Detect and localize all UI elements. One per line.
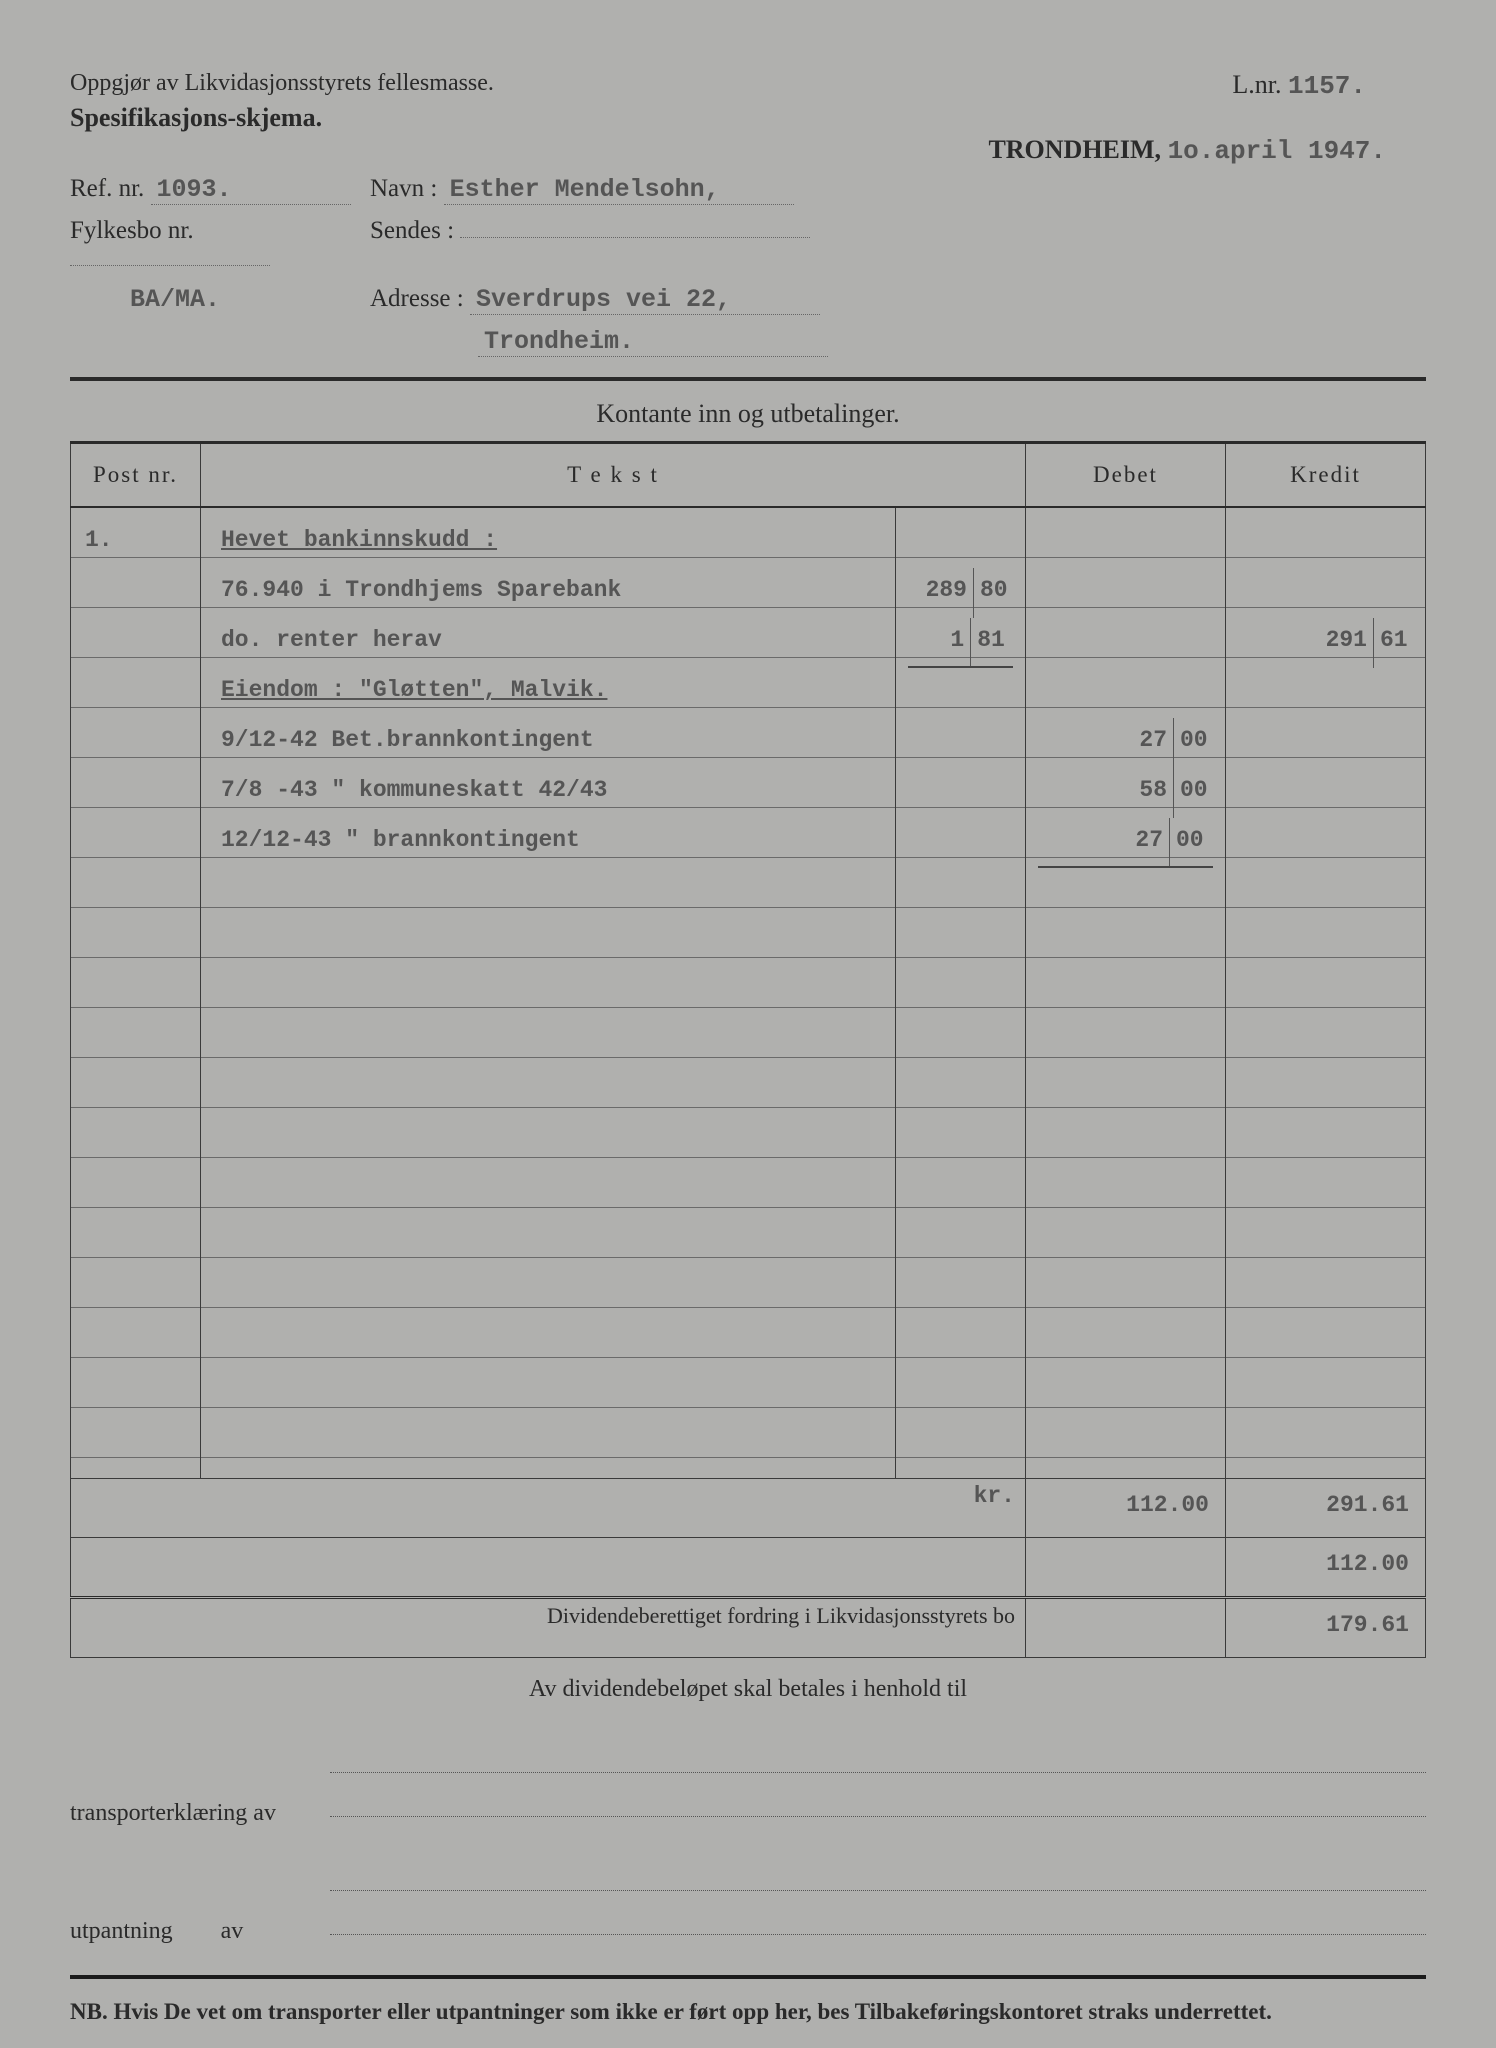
sendes-label: Sendes : <box>370 217 454 244</box>
fylkesbo-value <box>70 265 270 266</box>
table-header-row: Post nr. T e k s t Debet Kredit <box>71 443 1426 508</box>
tekst-column: Hevet bankinnskudd :76.940 i Trondhjems … <box>201 507 896 1479</box>
navn-value: Esther Mendelsohn, <box>444 175 794 205</box>
ref-label: Ref. nr. <box>70 175 144 202</box>
adresse-value-2: Trondheim. <box>478 327 828 357</box>
signature-line <box>330 1739 1426 1773</box>
transport-label: transporterklæring av <box>70 1800 330 1827</box>
place-date: TRONDHEIM, 1o.april 1947. <box>988 135 1386 166</box>
footer-note: Av dividendebeløpet skal betales i henho… <box>70 1658 1426 1709</box>
kredit-less: 112.00 <box>1308 1542 1415 1592</box>
av-label: av <box>221 1918 244 1944</box>
sub-column: 28980181 <box>896 507 1026 1479</box>
table-body-row: 1. Hevet bankinnskudd :76.940 i Trondhje… <box>71 507 1426 1479</box>
post-column: 1. <box>71 507 201 1479</box>
fields: Ref. nr. 1093. Navn : Esther Mendelsohn,… <box>70 175 1426 357</box>
signature-line <box>330 1783 1426 1817</box>
doc-title: Oppgjør av Likvidasjonsstyrets fellesmas… <box>70 70 1426 97</box>
header: Oppgjør av Likvidasjonsstyrets fellesmas… <box>70 70 1426 140</box>
doc-subtitle: Spesifikasjons-skjema. <box>70 103 1426 133</box>
ledger-table: Post nr. T e k s t Debet Kredit 1. Hevet… <box>70 441 1426 1658</box>
utpantning-label: utpantning <box>70 1918 173 1944</box>
adresse-label: Adresse : <box>370 285 464 312</box>
signature-line <box>330 1901 1426 1935</box>
debet-sum: 112.00 <box>1108 1483 1215 1533</box>
lnr-field: L.nr. 1157. <box>1232 70 1366 101</box>
ref-value: 1093. <box>151 175 351 205</box>
kredit-sum: 291.61 <box>1308 1483 1415 1533</box>
sendes-value <box>460 237 810 238</box>
col-post: Post nr. <box>71 443 201 508</box>
signature-block: transporterklæring av utpantning av <box>70 1739 1426 1945</box>
navn-label: Navn : <box>370 175 437 202</box>
document-page: Oppgjør av Likvidasjonsstyrets fellesmas… <box>0 0 1496 2048</box>
col-tekst: T e k s t <box>201 443 1026 508</box>
utpantning-row: utpantning av <box>70 1857 1426 1945</box>
kr-label: kr. <box>896 1479 1026 1538</box>
dividend-label: Dividendeberettiget fordring i Likvidasj… <box>71 1598 1026 1658</box>
fylkesbo-label: Fylkesbo nr. <box>70 217 194 244</box>
place: TRONDHEIM, <box>988 135 1161 164</box>
nb-note: NB. Hvis De vet om transporter eller utp… <box>70 1975 1426 2025</box>
ba-value: BA/MA. <box>70 285 220 314</box>
adresse-value-1: Sverdrups vei 22, <box>470 285 820 315</box>
signature-line <box>330 1857 1426 1891</box>
lnr-label: L.nr. <box>1232 70 1281 99</box>
kr-row: kr. 112.00 291.61 <box>71 1479 1426 1538</box>
lnr-value: 1157. <box>1288 71 1366 101</box>
dividend-row: Dividendeberettiget fordring i Likvidasj… <box>71 1598 1426 1658</box>
col-debet: Debet <box>1026 443 1226 508</box>
less-row: 112.00 <box>71 1538 1426 1598</box>
transport-row: transporterklæring av <box>70 1739 1426 1827</box>
date: 1o.april 1947. <box>1168 136 1386 166</box>
kredit-column: 29161 <box>1226 507 1426 1479</box>
dividend-value: 179.61 <box>1308 1603 1415 1653</box>
debet-column: 270058002700 <box>1026 507 1226 1479</box>
col-kredit: Kredit <box>1226 443 1426 508</box>
section-title: Kontante inn og utbetalinger. <box>70 381 1426 441</box>
